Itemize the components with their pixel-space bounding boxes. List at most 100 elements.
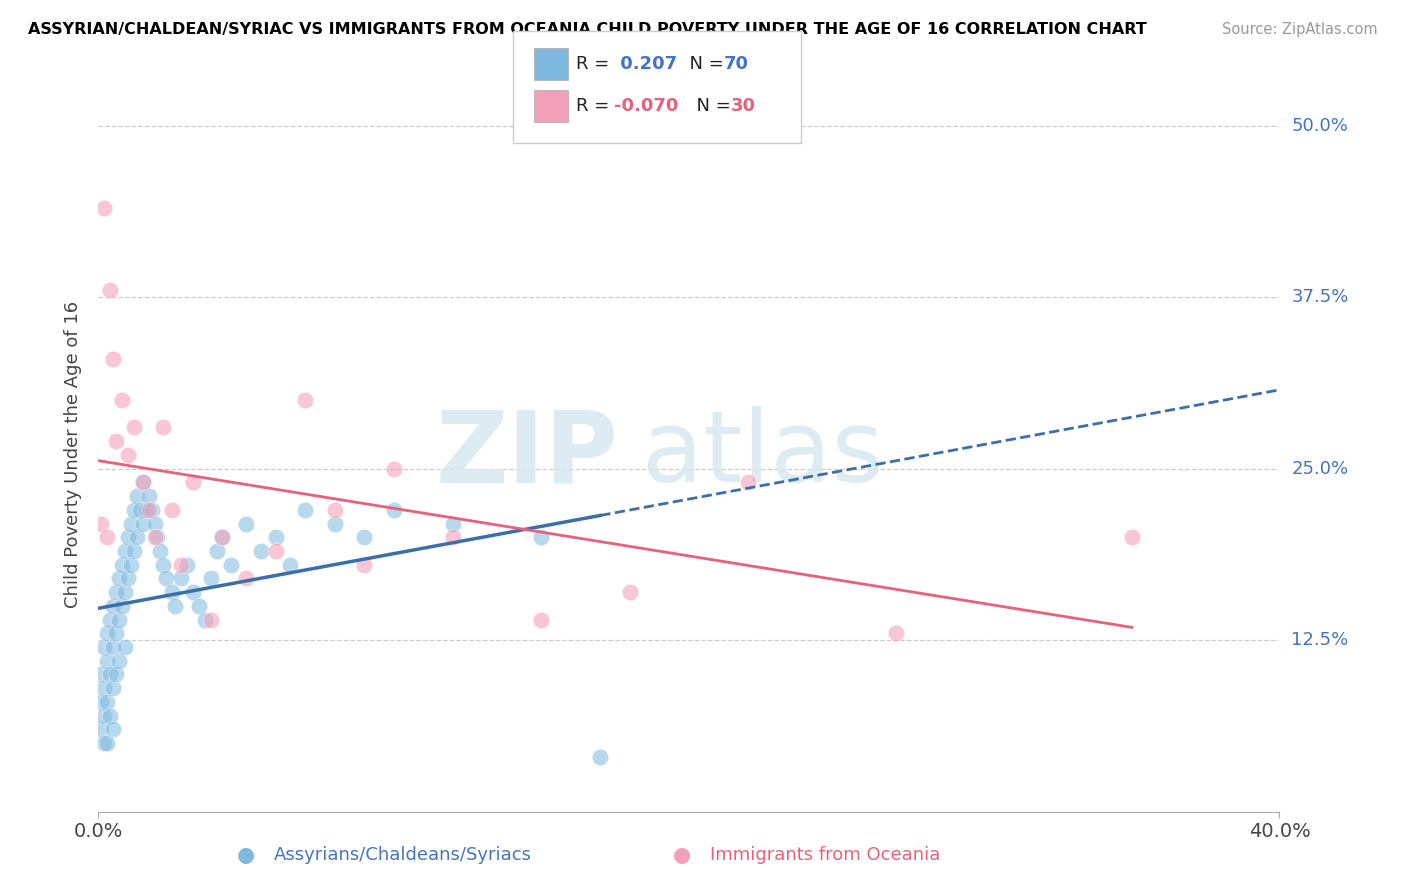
Text: 70: 70 — [724, 55, 749, 73]
Point — [170, 571, 193, 585]
Point — [132, 475, 155, 490]
Point — [211, 530, 233, 544]
Text: atlas: atlas — [641, 407, 883, 503]
Point — [155, 571, 177, 585]
Point — [194, 613, 217, 627]
Point — [278, 558, 302, 572]
Point — [530, 613, 553, 627]
Point — [105, 667, 128, 681]
Point — [143, 530, 166, 544]
Point — [294, 503, 316, 517]
Point — [200, 613, 222, 627]
Point — [90, 695, 112, 709]
Point — [103, 640, 125, 654]
Point — [98, 283, 121, 297]
Point — [176, 558, 198, 572]
Text: 50.0%: 50.0% — [1291, 117, 1348, 135]
Point — [294, 392, 316, 407]
Y-axis label: Child Poverty Under the Age of 16: Child Poverty Under the Age of 16 — [65, 301, 83, 608]
Point — [353, 530, 375, 544]
Point — [165, 599, 187, 613]
Point — [149, 544, 172, 558]
Point — [96, 736, 118, 750]
Point — [1121, 530, 1143, 544]
Point — [125, 530, 148, 544]
Text: 30: 30 — [731, 97, 756, 115]
Text: 12.5%: 12.5% — [1291, 632, 1348, 649]
Point — [103, 681, 125, 696]
Point — [619, 585, 641, 599]
Point — [122, 503, 145, 517]
Point — [93, 201, 115, 215]
Text: 0.207: 0.207 — [614, 55, 678, 73]
Point — [93, 736, 115, 750]
Point — [200, 571, 222, 585]
Point — [90, 723, 112, 737]
Point — [98, 613, 121, 627]
Point — [187, 599, 209, 613]
Point — [323, 516, 346, 531]
Point — [111, 558, 134, 572]
Point — [96, 695, 118, 709]
Point — [530, 530, 553, 544]
Point — [264, 530, 287, 544]
Point — [128, 503, 150, 517]
Text: ●: ● — [673, 845, 690, 864]
Point — [117, 571, 139, 585]
Text: -0.070: -0.070 — [614, 97, 679, 115]
Point — [264, 544, 287, 558]
Point — [114, 640, 136, 654]
Point — [235, 571, 257, 585]
Text: N =: N = — [685, 97, 737, 115]
Point — [120, 558, 142, 572]
Point — [122, 544, 145, 558]
Point — [90, 516, 112, 531]
Point — [884, 626, 907, 640]
Point — [162, 585, 183, 599]
Text: 37.5%: 37.5% — [1291, 288, 1348, 306]
Text: R =: R = — [576, 55, 616, 73]
Point — [250, 544, 273, 558]
Point — [98, 667, 121, 681]
Point — [105, 626, 128, 640]
Text: ●: ● — [238, 845, 254, 864]
Point — [96, 654, 118, 668]
Point — [114, 585, 136, 599]
Point — [141, 503, 163, 517]
Point — [122, 420, 145, 434]
Point — [93, 681, 115, 696]
Point — [96, 530, 118, 544]
Point — [120, 516, 142, 531]
Text: Source: ZipAtlas.com: Source: ZipAtlas.com — [1222, 22, 1378, 37]
Point — [382, 503, 405, 517]
Point — [96, 626, 118, 640]
Point — [132, 516, 155, 531]
Point — [235, 516, 257, 531]
Point — [103, 599, 125, 613]
Point — [181, 475, 204, 490]
Point — [125, 489, 148, 503]
Point — [138, 489, 160, 503]
Point — [138, 503, 160, 517]
Point — [105, 434, 128, 449]
Point — [105, 585, 128, 599]
Text: ASSYRIAN/CHALDEAN/SYRIAC VS IMMIGRANTS FROM OCEANIA CHILD POVERTY UNDER THE AGE : ASSYRIAN/CHALDEAN/SYRIAC VS IMMIGRANTS F… — [28, 22, 1147, 37]
Point — [98, 708, 121, 723]
Point — [152, 558, 174, 572]
Text: N =: N = — [678, 55, 730, 73]
Point — [143, 516, 166, 531]
Point — [93, 708, 115, 723]
Point — [132, 475, 155, 490]
Text: ZIP: ZIP — [436, 407, 619, 503]
Text: 25.0%: 25.0% — [1291, 459, 1348, 477]
Point — [152, 420, 174, 434]
Point — [108, 654, 131, 668]
Point — [111, 392, 134, 407]
Point — [441, 530, 464, 544]
Point — [589, 749, 612, 764]
Point — [135, 503, 157, 517]
Point — [441, 516, 464, 531]
Point — [205, 544, 228, 558]
Point — [181, 585, 204, 599]
Point — [90, 667, 112, 681]
